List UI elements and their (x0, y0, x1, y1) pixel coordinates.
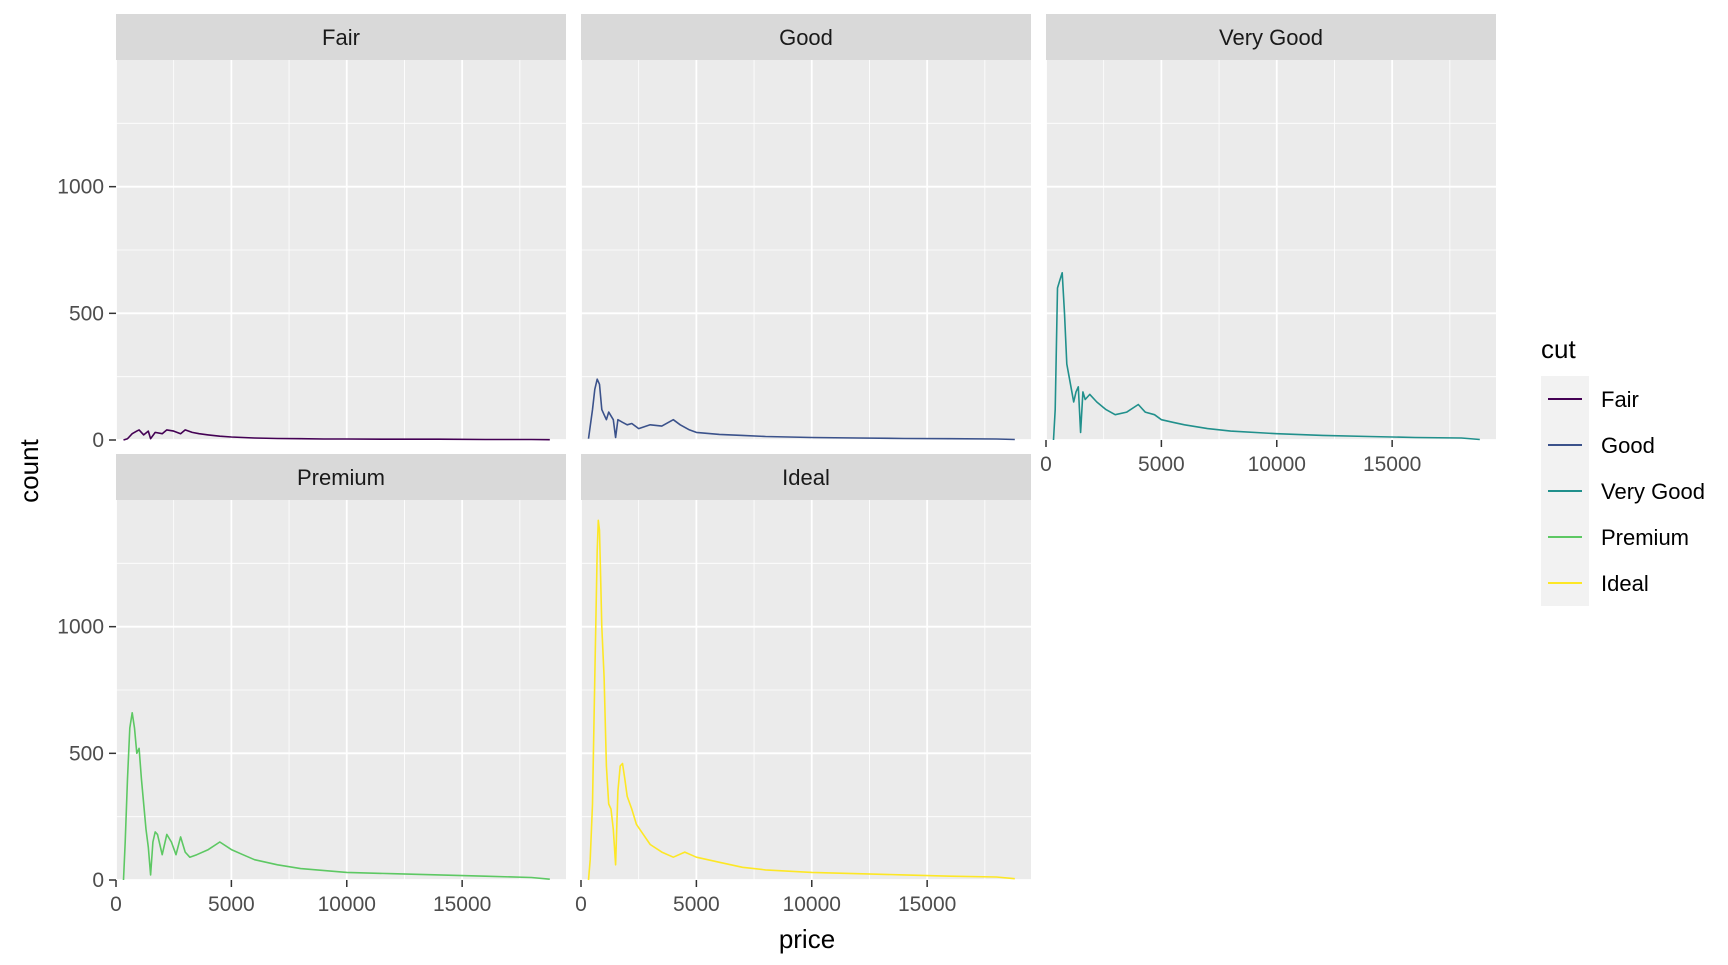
facet-strip-fair (116, 14, 566, 60)
facet-strip-label: Good (779, 25, 833, 50)
series-line-ideal (587, 519, 1015, 881)
series-line-good (587, 378, 1015, 441)
facet-strip-ideal (581, 454, 1031, 500)
x-tick-label: 10000 (1248, 453, 1306, 476)
x-tick-label: 5000 (673, 893, 720, 916)
facet-strip-label: Ideal (782, 465, 830, 490)
x-tick-label: 10000 (318, 893, 376, 916)
y-tick-label: 0 (92, 869, 104, 892)
y-tick-label: 1000 (57, 616, 104, 639)
x-tick-label: 10000 (783, 893, 841, 916)
facet-panel-fair: Fair 0 500 1000 (57, 14, 566, 452)
legend-title: cut (1541, 334, 1576, 364)
legend-label-good: Good (1601, 433, 1655, 458)
facet-panel-ideal: Ideal 0 5000 10000 15000 (575, 454, 1031, 916)
y-tick-label: 0 (92, 429, 104, 452)
x-tick-label: 15000 (433, 893, 491, 916)
x-tick-label: 0 (575, 893, 587, 916)
y-axis-title: count (14, 438, 44, 502)
facet-strip-premium (116, 454, 566, 500)
facet-panel-good: Good (580, 14, 1031, 441)
x-tick-label: 0 (110, 893, 122, 916)
x-tick-label: 15000 (898, 893, 956, 916)
facet-strip-label: Very Good (1219, 25, 1323, 50)
x-tick-label: 15000 (1363, 453, 1421, 476)
x-tick-label: 5000 (208, 893, 255, 916)
legend-label-ideal: Ideal (1601, 571, 1649, 596)
series-line-fair (123, 429, 550, 441)
facet-strip-very-good (1046, 14, 1496, 60)
facet-panel-very-good: Very Good 0 5000 10000 15000 (1040, 14, 1496, 476)
facet-strip-label: Premium (297, 465, 385, 490)
x-tick-label: 0 (1040, 453, 1052, 476)
y-tick-label: 500 (69, 302, 104, 325)
x-axis-title: price (779, 924, 835, 954)
y-tick-label: 1000 (57, 176, 104, 199)
legend: cut Fair Good Very Good Premium Ideal (1541, 334, 1705, 606)
x-tick-label: 5000 (1138, 453, 1185, 476)
facet-strip-good (581, 14, 1031, 60)
series-line-premium (122, 711, 550, 881)
legend-label-premium: Premium (1601, 525, 1689, 550)
legend-label-very-good: Very Good (1601, 479, 1705, 504)
facet-strip-label: Fair (322, 25, 360, 50)
y-tick-label: 500 (69, 742, 104, 765)
series-line-very-good (1052, 271, 1480, 441)
legend-label-fair: Fair (1601, 387, 1639, 412)
